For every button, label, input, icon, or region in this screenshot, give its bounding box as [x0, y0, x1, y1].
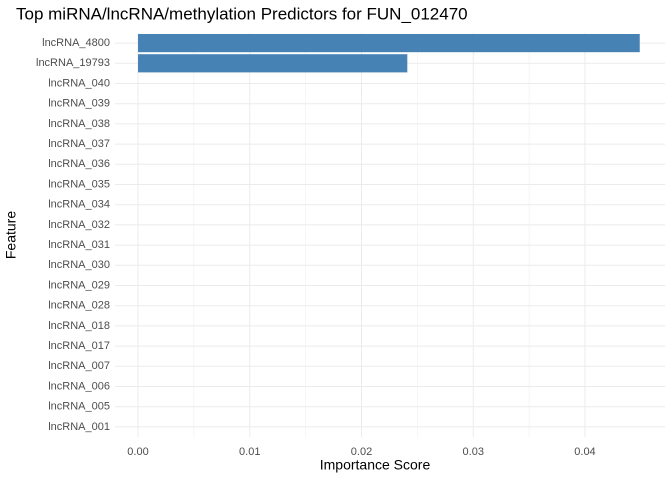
y-tick-label: lncRNA_006	[48, 380, 110, 392]
x-tick-label: 0.01	[239, 446, 260, 458]
y-tick-label: lncRNA_039	[48, 98, 110, 110]
y-tick-label: lncRNA_029	[48, 279, 110, 291]
y-tick-label: lncRNA_005	[48, 401, 110, 413]
x-tick-label: 0.02	[351, 446, 372, 458]
bar	[138, 54, 408, 73]
y-tick-label: lncRNA_018	[48, 320, 110, 332]
bar	[138, 34, 640, 53]
y-tick-label: lncRNA_040	[48, 77, 110, 89]
y-axis-label: Feature	[3, 211, 19, 259]
x-tick-label: 0.00	[127, 446, 148, 458]
x-tick-label: 0.03	[463, 446, 484, 458]
y-tick-label: lncRNA_028	[48, 300, 110, 312]
y-tick-label: lncRNA_031	[48, 239, 110, 251]
y-tick-label: lncRNA_017	[48, 340, 110, 352]
y-tick-label: lncRNA_035	[48, 178, 110, 190]
x-axis-label: Importance Score	[320, 457, 431, 473]
y-tick-label: lncRNA_001	[48, 421, 110, 433]
y-tick-label: lncRNA_19793	[36, 57, 110, 69]
x-tick-label: 0.04	[574, 446, 595, 458]
y-tick-label: lncRNA_038	[48, 118, 110, 130]
y-tick-label: lncRNA_030	[48, 259, 110, 271]
chart-title: Top miRNA/lncRNA/methylation Predictors …	[16, 4, 468, 23]
y-tick-label: lncRNA_007	[48, 360, 110, 372]
y-tick-label: lncRNA_032	[48, 219, 110, 231]
y-tick-label: lncRNA_037	[48, 138, 110, 150]
y-tick-label: lncRNA_036	[48, 158, 110, 170]
y-tick-label: lncRNA_4800	[42, 37, 110, 49]
y-tick-label: lncRNA_034	[48, 199, 110, 211]
